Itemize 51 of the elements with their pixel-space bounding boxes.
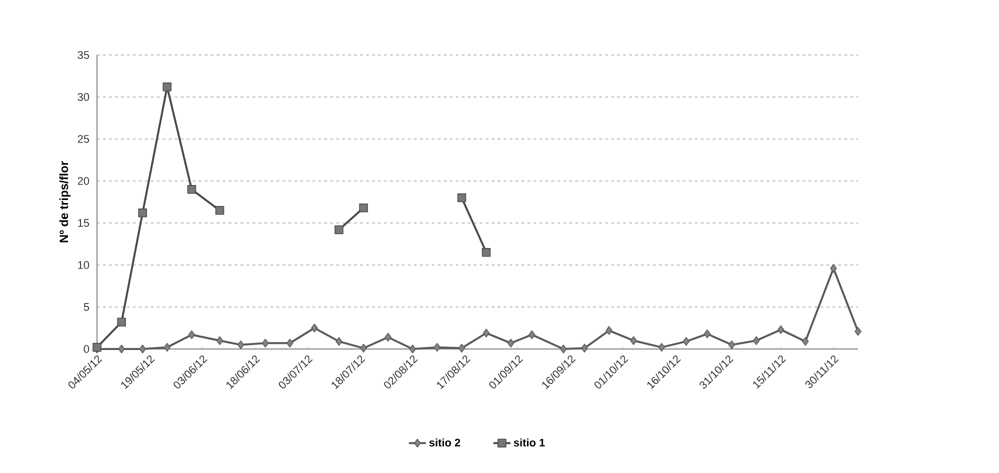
point: [139, 344, 146, 354]
legend-label: sitio 2: [429, 438, 460, 446]
point: [215, 206, 224, 215]
y-axis-title: Nº de trips/flor: [59, 161, 70, 242]
point: [507, 338, 514, 348]
point: [704, 329, 711, 338]
y-tick-label: 30: [78, 93, 90, 101]
point: [359, 203, 368, 212]
y-tick-label: 25: [78, 135, 90, 143]
point: [854, 326, 862, 336]
point: [336, 337, 342, 346]
point: [311, 324, 318, 332]
point: [409, 344, 416, 354]
point: [560, 344, 567, 354]
point: [606, 326, 612, 335]
point: [434, 342, 441, 352]
point: [384, 332, 392, 342]
point: [138, 208, 147, 218]
y-tick-label: 15: [78, 219, 90, 227]
point: [360, 344, 367, 353]
point: [728, 340, 736, 350]
point: [117, 318, 126, 327]
point: [752, 336, 760, 345]
point: [802, 337, 809, 346]
point: [286, 338, 294, 348]
point: [482, 248, 491, 257]
point: [187, 185, 196, 194]
point: [682, 337, 690, 346]
point: [457, 193, 466, 202]
y-tick-label: 35: [78, 51, 90, 59]
legend-label: sitio 1: [514, 438, 545, 446]
y-tick-label: 5: [84, 303, 90, 311]
point: [830, 264, 837, 273]
point: [262, 338, 269, 348]
point: [658, 342, 666, 352]
point: [458, 344, 466, 353]
point: [162, 82, 172, 92]
point: [334, 225, 344, 234]
point: [630, 336, 637, 345]
y-tick-label: 0: [84, 345, 90, 353]
y-tick-label: 10: [78, 261, 90, 269]
point: [237, 340, 244, 350]
point: [164, 342, 171, 352]
y-tick-label: 20: [78, 177, 90, 185]
point: [528, 330, 536, 340]
point: [777, 325, 784, 334]
point: [581, 344, 588, 353]
point: [118, 344, 125, 354]
point: [216, 336, 224, 345]
point: [188, 330, 196, 340]
point: [482, 328, 490, 338]
